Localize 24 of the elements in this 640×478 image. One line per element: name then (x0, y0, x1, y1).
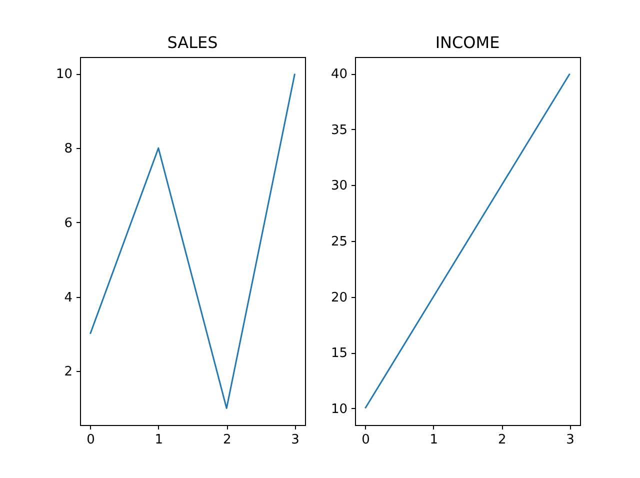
y-tick-label: 25 (330, 234, 348, 250)
y-tick-label: 30 (330, 178, 348, 194)
x-tick-label: 3 (566, 432, 574, 448)
y-tick-label: 15 (330, 346, 348, 362)
y-tick-label: 10 (56, 67, 72, 82)
x-tick-label: 1 (154, 432, 164, 448)
x-tick-label: 1 (430, 432, 438, 448)
line-series (364, 72, 571, 410)
x-tick-label: 2 (498, 432, 506, 448)
x-tick-label: 0 (86, 432, 95, 448)
y-tick-label: 4 (64, 290, 72, 306)
y-tick-label: 40 (330, 67, 348, 82)
y-tick-label: 2 (64, 364, 72, 380)
y-tick-label: 6 (64, 216, 72, 231)
y-tick-label: 10 (330, 402, 348, 417)
x-tick-label: 2 (222, 432, 232, 448)
y-tick-label: 20 (330, 290, 348, 306)
x-tick-label: 0 (362, 432, 370, 448)
chart-title: INCOME (435, 33, 500, 52)
y-tick-label: 35 (330, 122, 348, 138)
line-series (89, 72, 296, 410)
chart-title: SALES (167, 33, 218, 52)
y-tick-label: 8 (64, 142, 72, 157)
x-tick-label: 3 (291, 432, 300, 448)
